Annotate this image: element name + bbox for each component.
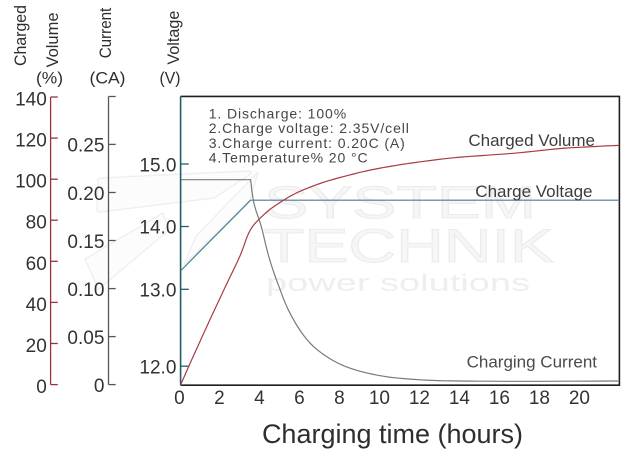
svg-text:0.10: 0.10 xyxy=(67,280,104,301)
svg-text:40: 40 xyxy=(26,295,47,316)
svg-text:(CA): (CA) xyxy=(90,69,126,88)
svg-text:Current: Current xyxy=(96,8,115,59)
svg-text:4.Temperature% 20 °C: 4.Temperature% 20 °C xyxy=(209,149,369,165)
svg-text:Charged: Charged xyxy=(11,5,30,66)
svg-text:60: 60 xyxy=(26,254,47,275)
svg-text:10: 10 xyxy=(369,388,390,409)
svg-text:SYSTEM: SYSTEM xyxy=(264,177,536,228)
svg-text:Voltage: Voltage xyxy=(164,11,183,65)
svg-text:80: 80 xyxy=(26,213,47,234)
svg-text:0.05: 0.05 xyxy=(67,328,104,349)
svg-text:Charging time (hours): Charging time (hours) xyxy=(262,419,523,449)
svg-text:120: 120 xyxy=(15,131,47,152)
svg-text:140: 140 xyxy=(15,90,47,111)
svg-text:8: 8 xyxy=(334,388,345,409)
svg-text:1. Discharge: 100%: 1. Discharge: 100% xyxy=(209,106,347,122)
svg-text:6: 6 xyxy=(294,388,305,409)
svg-text:20: 20 xyxy=(569,388,590,409)
svg-text:100: 100 xyxy=(15,172,47,193)
svg-text:0.20: 0.20 xyxy=(67,184,104,205)
svg-text:13.0: 13.0 xyxy=(139,280,176,301)
svg-text:Charged Volume: Charged Volume xyxy=(468,131,595,150)
svg-text:Charge Voltage: Charge Voltage xyxy=(475,182,592,201)
svg-text:(%): (%) xyxy=(36,69,63,88)
svg-text:15.0: 15.0 xyxy=(139,155,176,176)
svg-text:2.Charge voltage: 2.35V/cell: 2.Charge voltage: 2.35V/cell xyxy=(209,120,410,136)
svg-text:12: 12 xyxy=(409,388,430,409)
svg-text:3.Charge current: 0.20C (A): 3.Charge current: 0.20C (A) xyxy=(209,135,406,151)
svg-text:Charging Current: Charging Current xyxy=(467,353,598,372)
svg-text:4: 4 xyxy=(254,388,265,409)
svg-text:(V): (V) xyxy=(160,69,181,88)
svg-text:20: 20 xyxy=(26,336,47,357)
svg-text:2: 2 xyxy=(214,388,225,409)
svg-text:0.25: 0.25 xyxy=(67,136,104,157)
svg-text:Volume: Volume xyxy=(43,13,62,68)
svg-text:0: 0 xyxy=(36,377,47,398)
svg-text:14: 14 xyxy=(449,388,471,409)
svg-text:TECHNIK: TECHNIK xyxy=(264,219,554,272)
svg-text:12.0: 12.0 xyxy=(139,358,176,379)
svg-text:0: 0 xyxy=(94,376,105,397)
svg-text:16: 16 xyxy=(489,388,510,409)
svg-text:14.0: 14.0 xyxy=(139,218,176,239)
svg-text:0.15: 0.15 xyxy=(67,232,104,253)
svg-text:power solutions: power solutions xyxy=(266,270,530,297)
svg-text:18: 18 xyxy=(529,388,550,409)
svg-text:0: 0 xyxy=(174,388,185,409)
